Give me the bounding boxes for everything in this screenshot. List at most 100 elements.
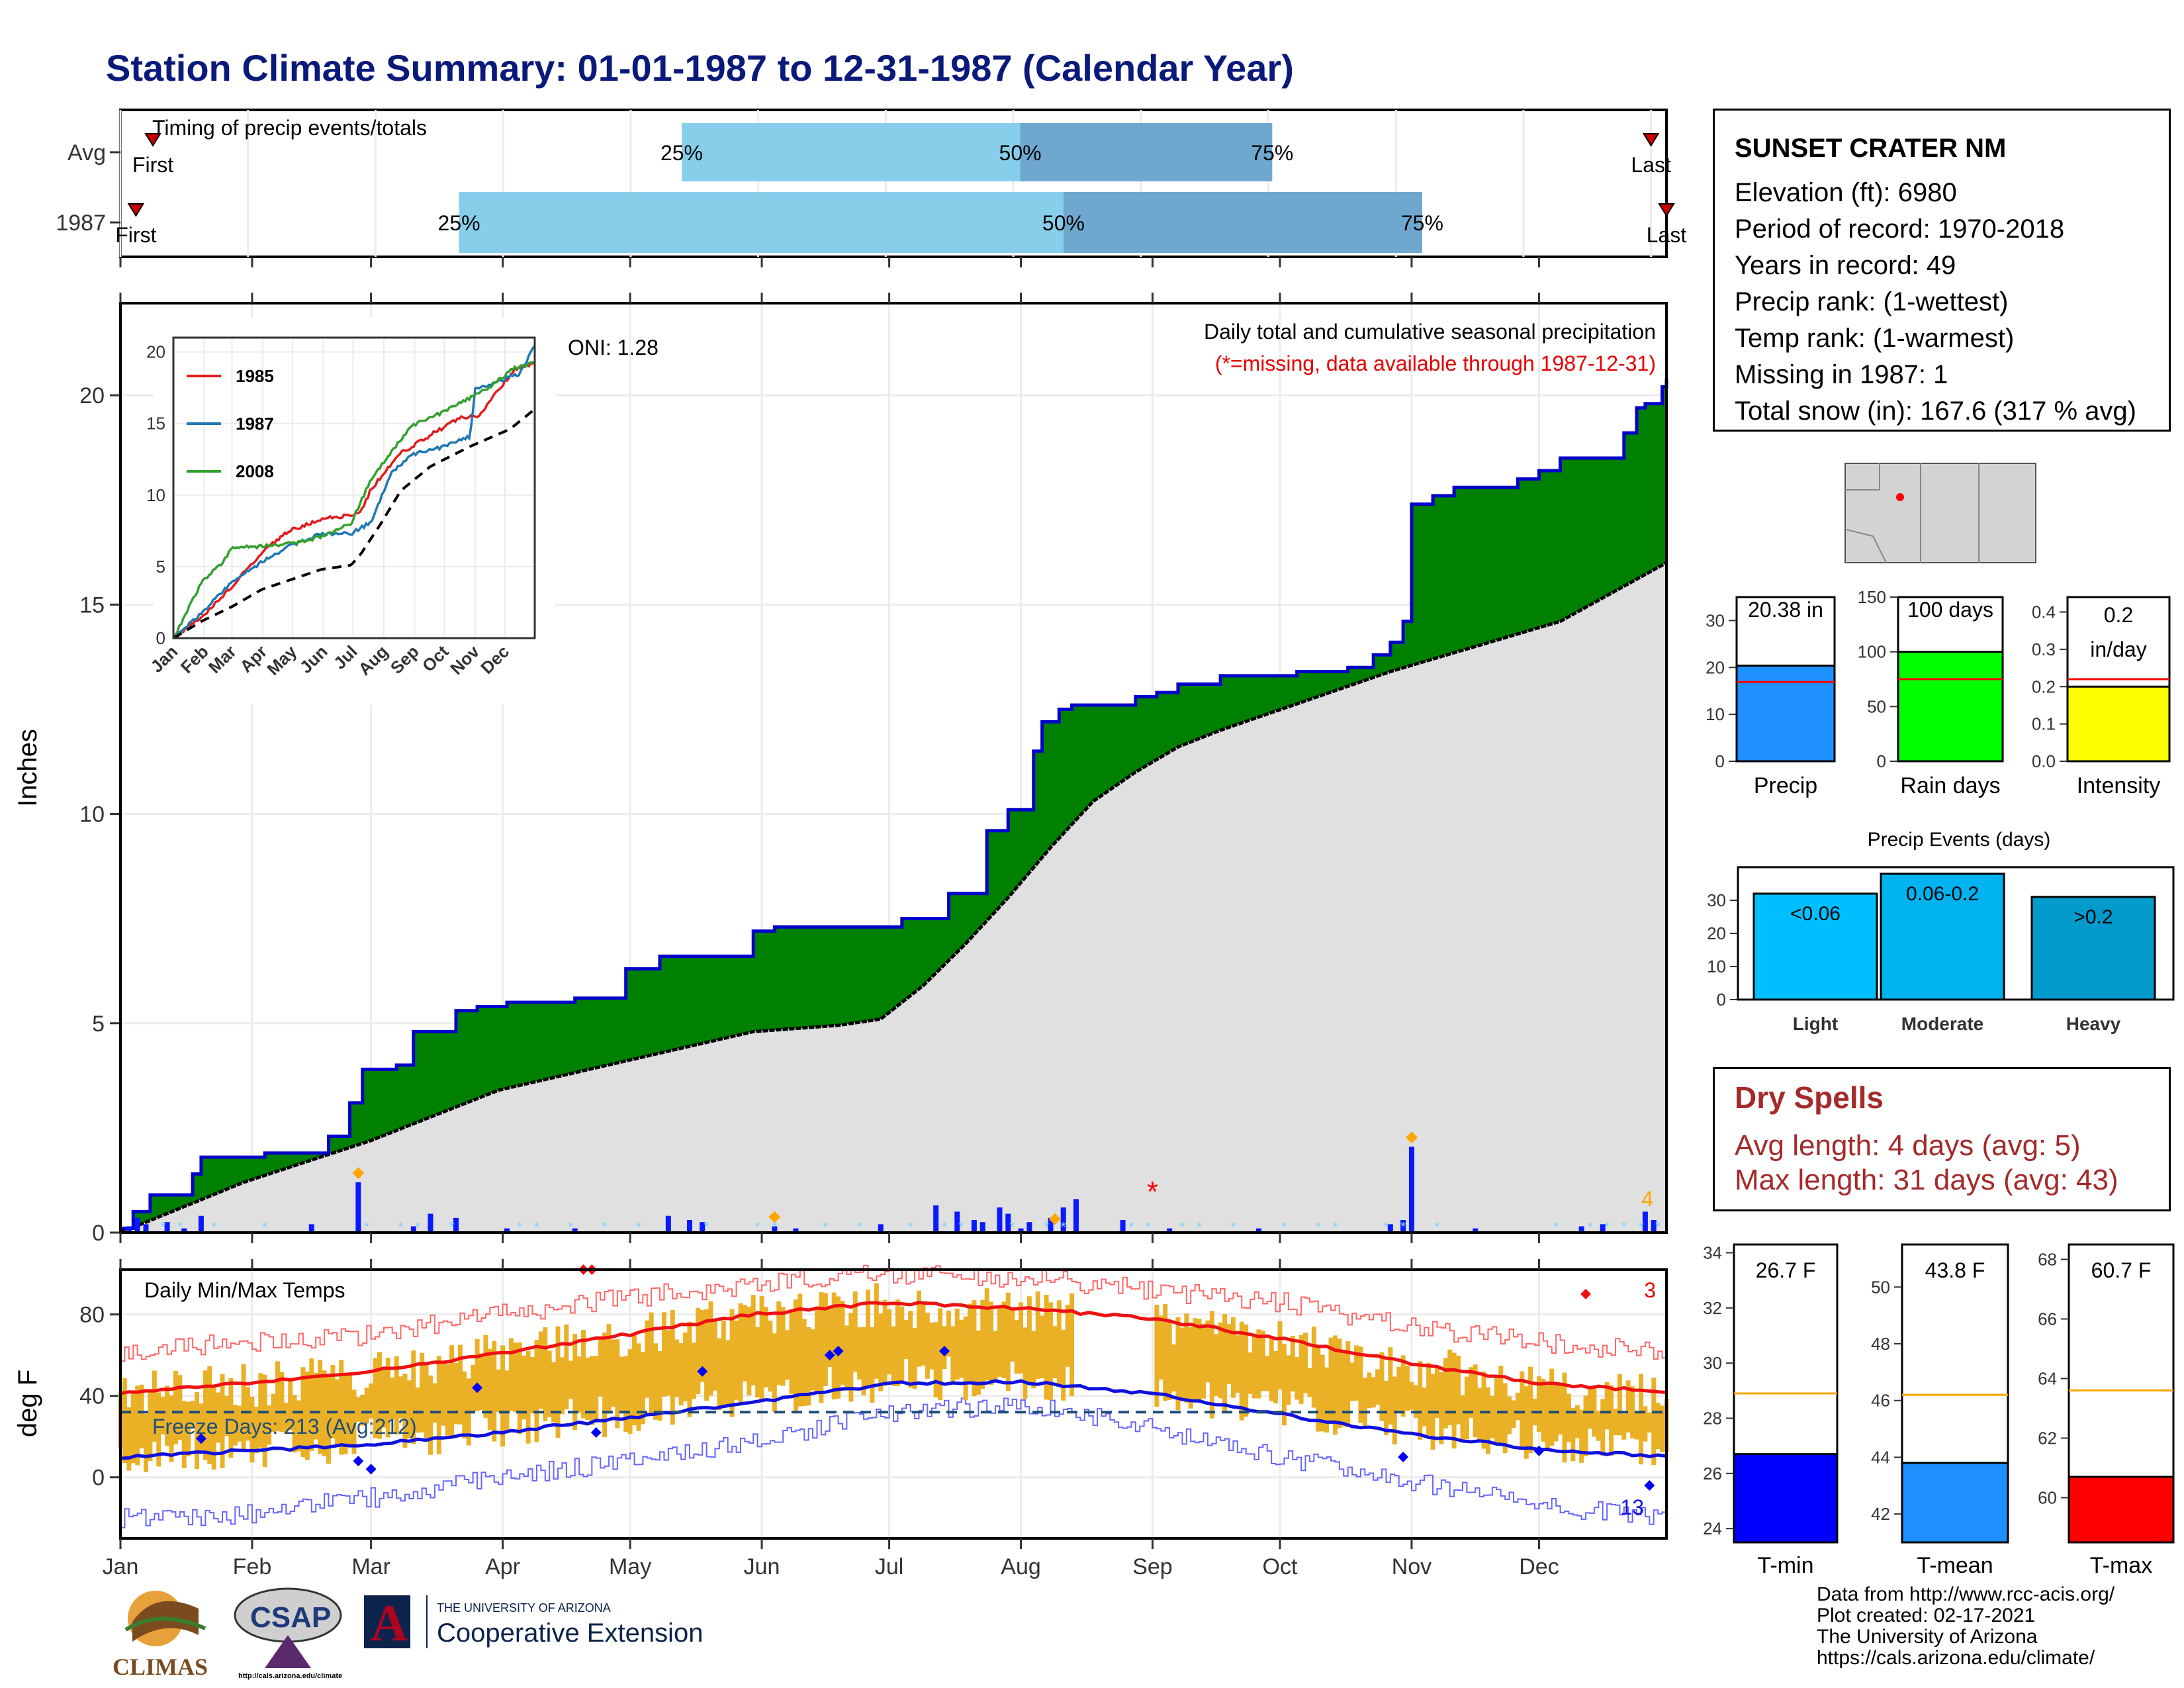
temps-xtick-label: Dec — [1519, 1554, 1559, 1579]
temps-ytick-label: 40 — [79, 1384, 105, 1409]
precip-trace-mark: * — [415, 1220, 420, 1235]
timing-bar-early — [459, 192, 1064, 253]
temps-daily-bar — [211, 1385, 216, 1470]
tmin-axis-label: T-min — [1758, 1553, 1814, 1578]
temps-daily-bar — [755, 1327, 760, 1398]
station-years: Years in record: 49 — [1735, 251, 1956, 280]
temps-daily-bar — [126, 1407, 132, 1471]
precip-daily-bar — [410, 1226, 416, 1233]
temps-daily-bar — [1218, 1322, 1223, 1399]
temps-daily-bar — [878, 1313, 884, 1391]
precip-subtitle: (*=missing, data available through 1987-… — [1215, 352, 1656, 375]
temps-daily-bar — [496, 1369, 501, 1413]
precip-trace-mark: * — [636, 1220, 641, 1235]
tmean-ytick-label: 44 — [1871, 1447, 1890, 1467]
precip-trace-mark: * — [517, 1220, 522, 1235]
station-missing: Missing in 1987: 1 — [1735, 360, 1948, 389]
temps-ylabel: deg F — [13, 1370, 42, 1437]
precip-events-ytick-label: 30 — [1707, 890, 1726, 910]
rain-days-ytick-label: 100 — [1858, 642, 1886, 662]
temps-daily-bar — [954, 1308, 960, 1380]
temps-daily-bar — [250, 1396, 255, 1463]
temps-daily-bar — [1298, 1335, 1304, 1404]
precip-trace-mark: * — [1621, 1220, 1627, 1235]
precip-trace-mark: * — [1128, 1220, 1134, 1235]
temps-daily-bar — [827, 1309, 833, 1368]
temps-daily-bar — [1562, 1372, 1567, 1463]
temps-daily-bar — [984, 1288, 989, 1381]
precip-events-value-label: >0.2 — [2073, 906, 2113, 928]
precip-trace-mark: * — [1179, 1220, 1185, 1235]
temps-daily-bar — [734, 1320, 739, 1400]
temps-daily-bar — [1295, 1356, 1300, 1400]
temps-daily-bar — [1052, 1326, 1058, 1379]
temps-daily-bar — [364, 1387, 369, 1424]
station-snow: Total snow (in): 167.6 (317 % avg) — [1735, 397, 2136, 426]
temps-daily-bar — [551, 1362, 557, 1423]
tmin-bar — [1733, 1453, 1839, 1544]
temps-extreme-marker — [590, 1427, 602, 1438]
temps-daily-bar — [420, 1352, 425, 1433]
temps-daily-bar — [411, 1350, 416, 1444]
temps-daily-bar — [606, 1324, 612, 1414]
temps-xtick-label: May — [609, 1554, 651, 1579]
temps-daily-bar — [1579, 1409, 1584, 1463]
temps-daily-bar — [1061, 1329, 1066, 1401]
temps-daily-bar — [1383, 1381, 1388, 1435]
temps-daily-bar — [1286, 1355, 1291, 1405]
tmin-value-label: 26.7 F — [1756, 1258, 1816, 1282]
precip-total-bar — [1735, 665, 1836, 763]
temps-daily-bar — [1434, 1367, 1439, 1419]
temps-daily-bar — [1197, 1319, 1202, 1401]
temps-daily-bar — [156, 1392, 161, 1467]
precip-daily-bar — [355, 1182, 361, 1233]
temps-daily-bar — [1154, 1305, 1160, 1407]
precip-daily-bar — [1651, 1220, 1657, 1233]
temps-daily-bar — [959, 1319, 964, 1378]
precip-daily-bar — [1048, 1217, 1054, 1233]
temps-daily-bar — [144, 1413, 149, 1472]
temps-daily-bar — [186, 1401, 191, 1457]
temps-daily-bar — [1609, 1385, 1614, 1456]
temps-daily-bar — [283, 1403, 289, 1434]
temps-daily-bar — [581, 1330, 586, 1419]
inset-ytick-label: 20 — [146, 342, 165, 362]
temps-daily-bar — [1290, 1336, 1295, 1392]
inset-legend-label: 1985 — [236, 366, 274, 386]
temps-daily-bar — [504, 1370, 510, 1432]
temps-daily-bar — [1031, 1331, 1036, 1389]
temps-daily-bar — [759, 1296, 764, 1402]
temps-daily-bar — [148, 1391, 153, 1461]
temps-daily-bar — [1214, 1334, 1219, 1396]
temps-daily-bar — [963, 1316, 968, 1401]
inset-series-line — [172, 408, 536, 639]
temps-daily-bar — [1167, 1319, 1172, 1401]
temps-daily-bar — [1409, 1382, 1414, 1410]
temps-daily-bar — [1005, 1292, 1011, 1391]
temps-daily-bar — [165, 1385, 170, 1446]
oni-label: ONI: 1.28 — [568, 336, 659, 359]
temps-daily-bar — [1269, 1338, 1274, 1401]
temps-daily-bar — [1469, 1367, 1474, 1418]
temps-daily-bar — [1426, 1362, 1432, 1436]
temps-daily-bar — [402, 1374, 408, 1448]
temps-daily-bar — [1439, 1372, 1444, 1444]
temps-daily-bar — [1655, 1403, 1661, 1449]
precip-daily-bar — [143, 1224, 149, 1233]
temps-daily-bar — [678, 1343, 684, 1406]
tmax-ytick-label: 68 — [2038, 1250, 2057, 1270]
temps-daily-bar — [483, 1335, 488, 1418]
temps-daily-bar — [993, 1331, 998, 1382]
temps-daily-bar — [1413, 1385, 1418, 1418]
temps-daily-bar — [1244, 1324, 1249, 1417]
precip-daily-bar — [1473, 1228, 1479, 1233]
temps-daily-bar — [721, 1321, 726, 1407]
temps-daily-bar — [1281, 1344, 1287, 1426]
temps-daily-bar — [1019, 1302, 1024, 1374]
temps-extreme-marker — [1398, 1451, 1409, 1462]
temps-daily-bar — [253, 1407, 259, 1453]
temps-daily-bar — [195, 1392, 200, 1470]
temps-daily-bar — [279, 1372, 285, 1432]
temps-daily-bar — [1379, 1352, 1385, 1421]
credits: Data from http://www.rcc-acis.org/ Plot … — [1817, 1584, 2115, 1669]
